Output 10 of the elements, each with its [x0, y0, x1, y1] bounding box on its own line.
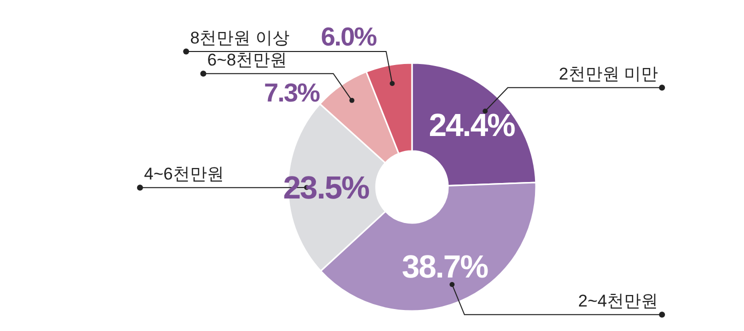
- slice-label: 2~4천만원: [578, 292, 658, 311]
- data-label: 23.5%: [283, 169, 370, 206]
- slice-label: 2천만원 미만: [558, 64, 658, 84]
- slice-label: 4~6천만원: [144, 164, 224, 184]
- data-label: 7.3%: [264, 78, 320, 108]
- data-label: 24.4%: [428, 107, 516, 144]
- data-label: 38.7%: [402, 248, 488, 285]
- data-label: 6.0%: [320, 21, 377, 52]
- slice-label: 8천만원 이상: [190, 28, 290, 48]
- slice-label: 6~8천만원: [207, 50, 288, 70]
